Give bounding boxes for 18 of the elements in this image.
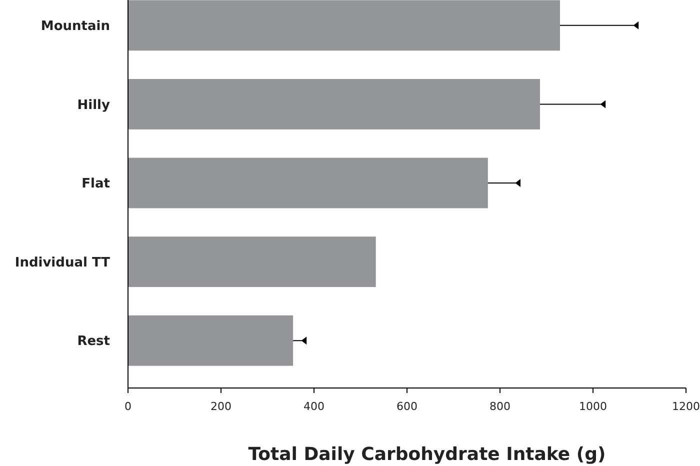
x-tick-label: 400 <box>304 400 324 413</box>
y-tick-label: Mountain <box>40 18 110 34</box>
x-tick-label: 800 <box>490 400 510 413</box>
x-axis-title: Total Daily Carbohydrate Intake (g) <box>248 444 606 465</box>
bar <box>128 0 560 51</box>
bar <box>128 315 294 366</box>
y-tick-label: Rest <box>77 334 110 350</box>
x-tick-label: 1000 <box>579 400 607 413</box>
y-tick-label: Flat <box>82 176 110 192</box>
bar <box>128 78 540 130</box>
x-tick-label: 200 <box>210 400 232 413</box>
x-tick-label: 600 <box>396 400 418 413</box>
bar <box>128 158 488 208</box>
y-tick-label: Hilly <box>77 98 111 113</box>
x-tick-label: 0 <box>124 400 132 413</box>
bar <box>128 236 376 288</box>
x-tick-label: 1200 <box>672 400 700 413</box>
y-tick-label: Individual TT <box>14 255 110 270</box>
